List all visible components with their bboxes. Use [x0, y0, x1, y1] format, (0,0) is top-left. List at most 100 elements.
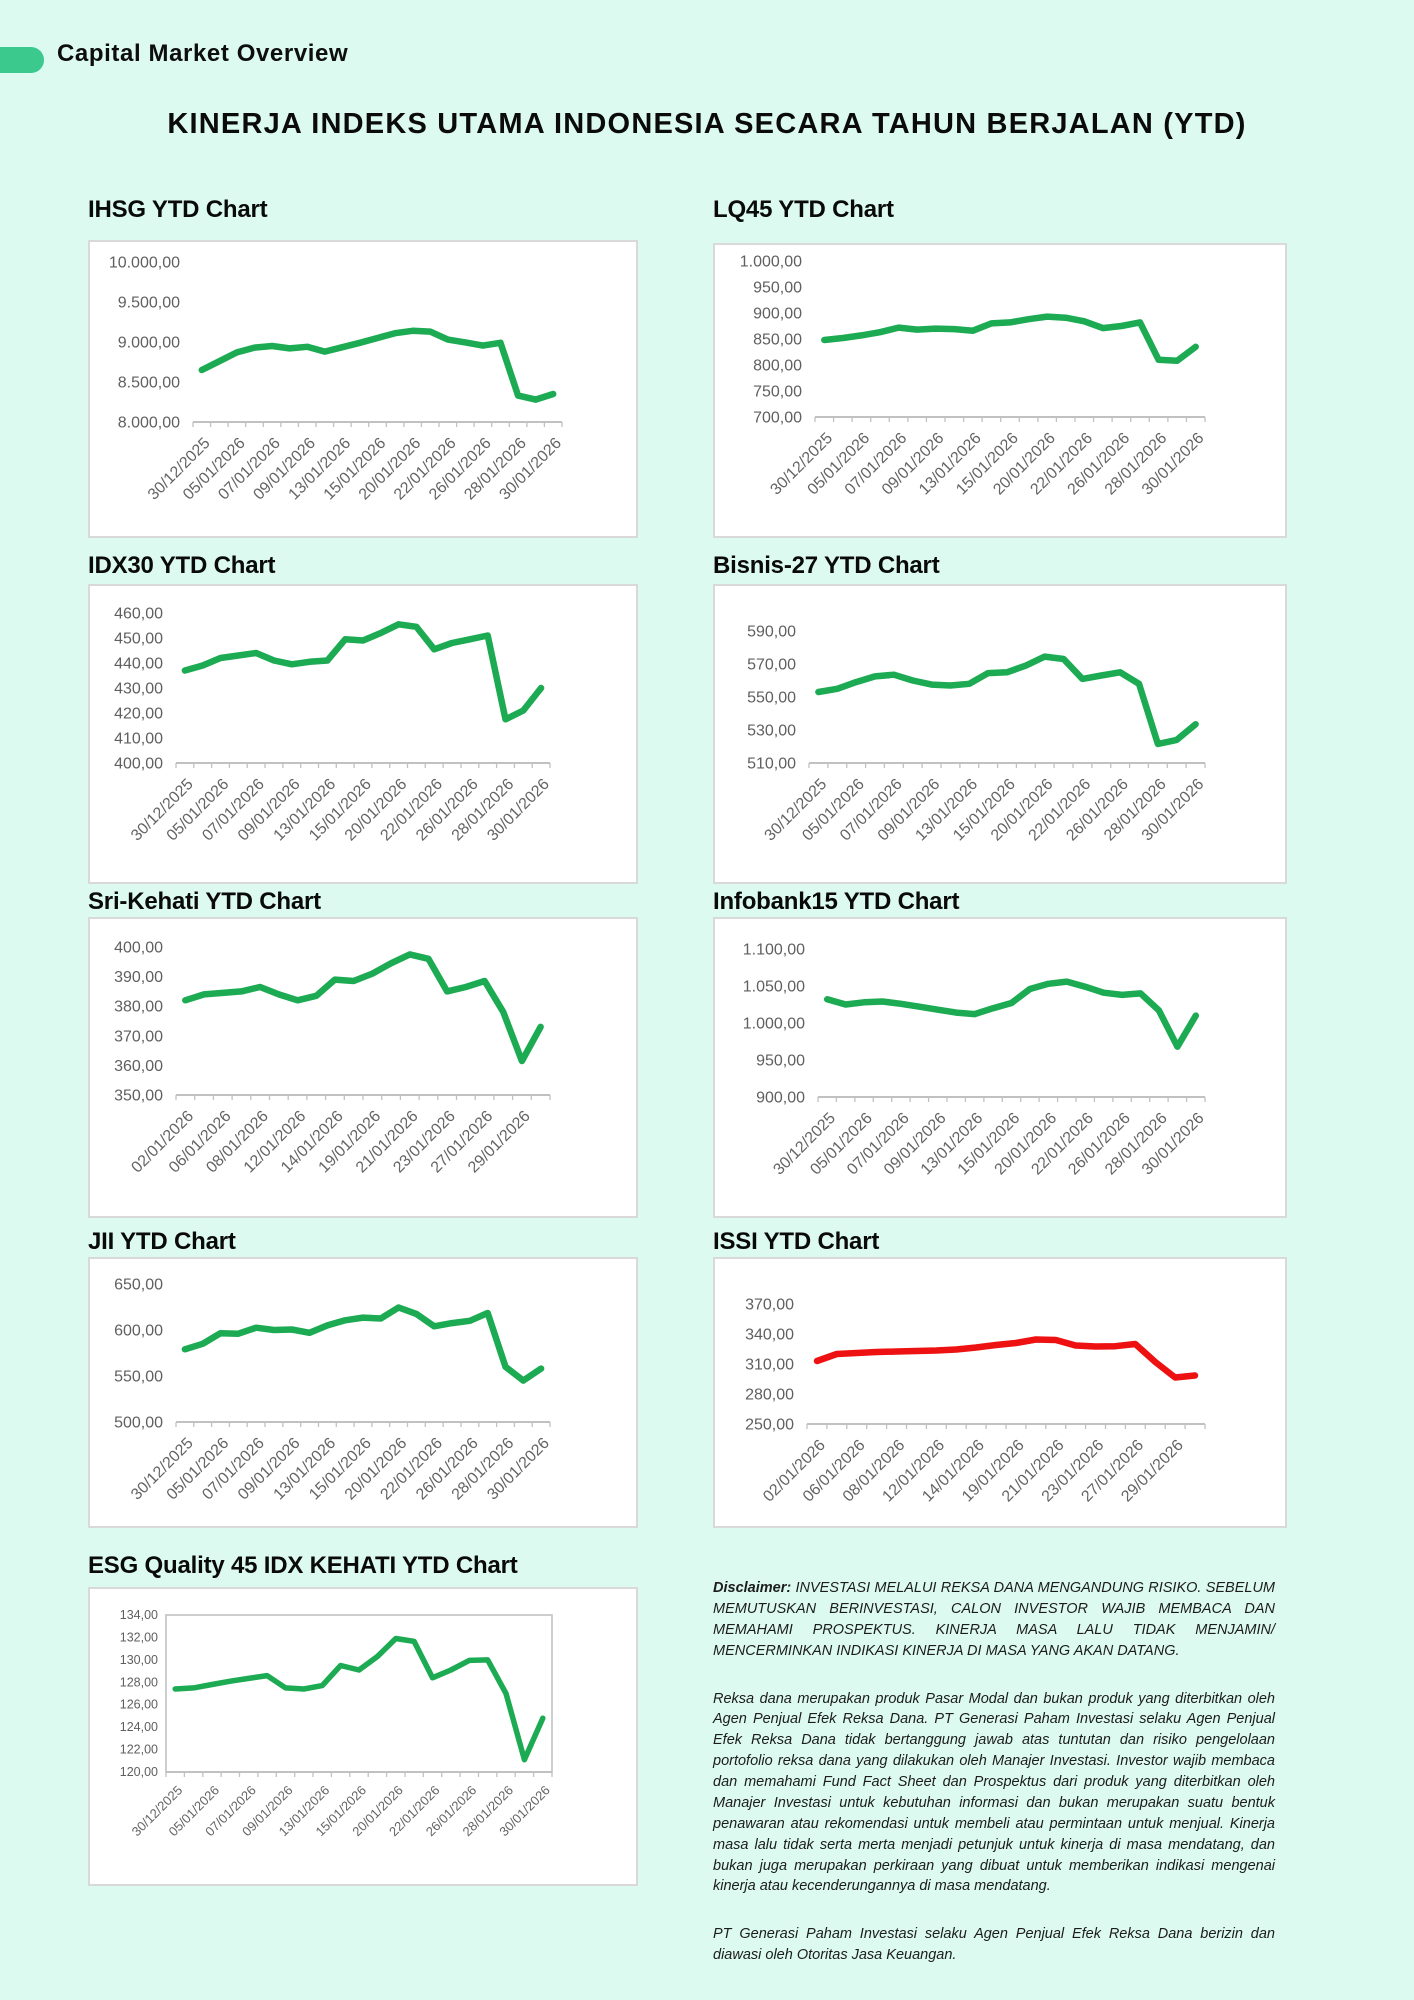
chart-canvas-jii: 500,00 550,00 600,00 650,00 30/12/2025 05/01/…	[88, 1257, 638, 1528]
series-line	[198, 327, 557, 403]
chart-title: JII YTD Chart	[88, 1228, 236, 1255]
svg-text:122,00: 122,00	[120, 1743, 158, 1757]
chart-title: Bisnis-27 YTD Chart	[713, 552, 940, 579]
svg-text:700,00: 700,00	[753, 410, 802, 427]
chart-plot: 120,00 122,00 124,00 126,00 128,00 130,00 132,…	[120, 1608, 553, 1839]
svg-text:8.500,00: 8.500,00	[118, 375, 180, 392]
svg-text:590,00: 590,00	[747, 624, 796, 641]
chart-title: ESG Quality 45 IDX KEHATI YTD Chart	[88, 1552, 518, 1579]
disclaimer: Disclaimer: INVESTASI MELALUI REKSA DANA…	[713, 1578, 1275, 1993]
svg-text:900,00: 900,00	[756, 1090, 805, 1107]
svg-text:370,00: 370,00	[745, 1297, 794, 1314]
svg-text:380,00: 380,00	[114, 999, 163, 1016]
chart-canvas-esg: 120,00 122,00 124,00 126,00 128,00 130,00 132,…	[88, 1587, 638, 1886]
svg-text:1.050,00: 1.050,00	[743, 979, 805, 996]
chart-plot: 700,00 750,00 800,00 850,00 900,00 950,00 1.00…	[740, 254, 1208, 499]
series-line	[181, 621, 545, 723]
svg-text:126,00: 126,00	[120, 1698, 158, 1712]
series-line	[823, 978, 1200, 1050]
svg-text:400,00: 400,00	[114, 756, 163, 773]
svg-text:250,00: 250,00	[745, 1417, 794, 1434]
series-line	[815, 653, 1199, 748]
chart-block-lq45: LQ45 YTD Chart 700,00 750,00 800,00 850,00 9…	[713, 196, 1287, 538]
report-section-label: Capital Market Overview	[57, 40, 349, 67]
svg-text:950,00: 950,00	[756, 1053, 805, 1070]
chart-title: Infobank15 YTD Chart	[713, 888, 960, 915]
chart-title: LQ45 YTD Chart	[713, 196, 894, 223]
brand-pill-icon	[0, 47, 44, 73]
chart-canvas-bisnis27: 510,00 530,00 550,00 570,00 590,00 30/12/2025…	[713, 584, 1287, 884]
chart-title: IDX30 YTD Chart	[88, 552, 276, 579]
chart-canvas-infobank15: 900,00 950,00 1.000,00 1.050,00 1.100,00 30/1…	[713, 917, 1287, 1218]
disclaimer-paragraph-risk: Disclaimer: INVESTASI MELALUI REKSA DANA…	[713, 1580, 1275, 1659]
svg-text:370,00: 370,00	[114, 1028, 163, 1045]
svg-text:900,00: 900,00	[753, 306, 802, 323]
svg-text:800,00: 800,00	[753, 358, 802, 375]
svg-text:134,00: 134,00	[120, 1608, 158, 1622]
series-line	[181, 1304, 545, 1384]
svg-text:420,00: 420,00	[114, 706, 163, 723]
svg-text:410,00: 410,00	[114, 731, 163, 748]
svg-text:450,00: 450,00	[114, 631, 163, 648]
chart-plot: 350,00360,00370,00380,00390,00400,0002/0…	[114, 940, 551, 1176]
svg-text:750,00: 750,00	[753, 384, 802, 401]
svg-text:310,00: 310,00	[745, 1357, 794, 1374]
svg-text:120,00: 120,00	[120, 1765, 158, 1779]
svg-text:950,00: 950,00	[753, 280, 802, 297]
page-title: KINERJA INDEKS UTAMA INDONESIA SECARA TA…	[167, 108, 1247, 140]
disclaimer-paragraph-product: Reksa dana merupakan produk Pasar Modal …	[713, 1690, 1275, 1895]
chart-block-ihsg: IHSG YTD Chart 8.000,00 8.500,00 9.000,00 9…	[88, 196, 638, 538]
svg-text:460,00: 460,00	[114, 606, 163, 623]
chart-title: ISSI YTD Chart	[713, 1228, 880, 1255]
svg-text:350,00: 350,00	[114, 1088, 163, 1105]
chart-plot: 250,00280,00310,00340,00370,0002/01/2026…	[745, 1297, 1206, 1505]
svg-text:600,00: 600,00	[114, 1323, 163, 1340]
chart-plot: 400,00 410,00 420,00 430,00 440,00 450,00 460,…	[114, 606, 553, 845]
svg-text:850,00: 850,00	[753, 332, 802, 349]
disclaimer-paragraph-license: PT Generasi Paham Investasi selaku Agen …	[713, 1926, 1275, 1964]
svg-text:390,00: 390,00	[114, 969, 163, 986]
chart-plot: 510,00530,00550,00570,00590,0030/12/2025…	[747, 624, 1207, 845]
svg-text:500,00: 500,00	[114, 1415, 163, 1432]
series-line	[182, 951, 544, 1065]
chart-block-jii: JII YTD Chart 500,00 550,00 600,00 650,00 30…	[88, 1228, 638, 1528]
svg-text:9.500,00: 9.500,00	[118, 295, 180, 312]
chart-canvas-ihsg: 8.000,00 8.500,00 9.000,00 9.500,00 10.000,0…	[88, 240, 638, 538]
chart-block-idx30: IDX30 YTD Chart 400,00 410,00 420,00 430,00…	[88, 552, 638, 884]
series-line	[172, 1635, 546, 1763]
svg-text:280,00: 280,00	[745, 1387, 794, 1404]
svg-text:400,00: 400,00	[114, 940, 163, 957]
chart-block-srikehati: Sri-Kehati YTD Chart 350,00 360,00 370,00 3…	[88, 888, 638, 1218]
chart-plot: 500,00550,00600,00650,0030/12/202505/01/…	[114, 1277, 553, 1504]
chart-canvas-lq45: 700,00 750,00 800,00 850,00 900,00 950,00 1.00…	[713, 243, 1287, 538]
svg-text:130,00: 130,00	[120, 1653, 158, 1667]
svg-text:10.000,00: 10.000,00	[109, 255, 180, 272]
svg-text:510,00: 510,00	[747, 756, 796, 773]
svg-text:9.000,00: 9.000,00	[118, 335, 180, 352]
svg-text:530,00: 530,00	[747, 723, 796, 740]
svg-text:340,00: 340,00	[745, 1327, 794, 1344]
chart-canvas-srikehati: 350,00 360,00 370,00 380,00 390,00 400,00 02/0…	[88, 917, 638, 1218]
svg-text:132,00: 132,00	[120, 1630, 158, 1644]
svg-text:1.000,00: 1.000,00	[743, 1016, 805, 1033]
svg-text:550,00: 550,00	[747, 690, 796, 707]
svg-text:650,00: 650,00	[114, 1277, 163, 1294]
svg-text:550,00: 550,00	[114, 1369, 163, 1386]
svg-text:570,00: 570,00	[747, 657, 796, 674]
svg-text:128,00: 128,00	[120, 1675, 158, 1689]
svg-text:1.000,00: 1.000,00	[740, 254, 802, 271]
series-line	[821, 313, 1199, 365]
series-line	[813, 1336, 1199, 1381]
chart-block-issi: ISSI YTD Chart 250,00 280,00 310,00 340,00 3…	[713, 1228, 1287, 1528]
disclaimer-label: Disclaimer:	[713, 1580, 792, 1596]
chart-block-infobank15: Infobank15 YTD Chart 900,00 950,00 1.000,0…	[713, 888, 1287, 1218]
chart-canvas-idx30: 400,00 410,00 420,00 430,00 440,00 450,00 460,…	[88, 584, 638, 884]
svg-text:360,00: 360,00	[114, 1058, 163, 1075]
chart-plot: 900,00950,001.000,001.050,001.100,0030/1…	[743, 942, 1208, 1179]
svg-text:1.100,00: 1.100,00	[743, 942, 805, 959]
svg-text:430,00: 430,00	[114, 681, 163, 698]
chart-plot: 8.000,00 8.500,00 9.000,00 9.500,00 10.000,0…	[109, 255, 565, 504]
svg-text:8.000,00: 8.000,00	[118, 415, 180, 432]
svg-text:124,00: 124,00	[120, 1720, 158, 1734]
